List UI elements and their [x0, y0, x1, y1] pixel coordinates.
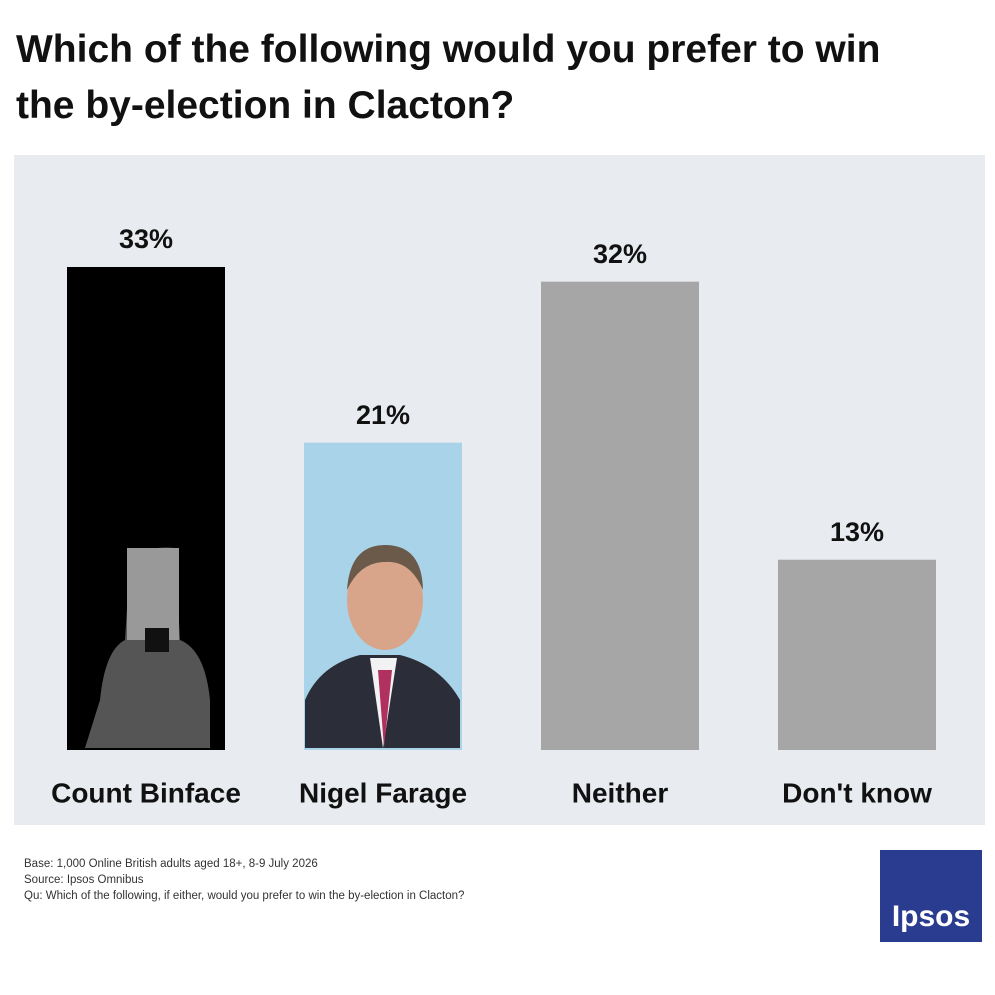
farage-figure — [305, 545, 460, 748]
value-label: 32% — [593, 239, 647, 269]
binface-bin — [127, 548, 179, 640]
value-label: 13% — [830, 517, 884, 547]
x-tick-label: Neither — [572, 777, 669, 808]
logo: Ipsos — [880, 850, 982, 942]
hair — [347, 545, 423, 590]
x-tick-label: Nigel Farage — [299, 777, 467, 808]
tie — [378, 670, 392, 748]
binface-figure — [85, 547, 210, 748]
value-label: 33% — [119, 224, 173, 254]
bar — [778, 559, 936, 750]
face — [347, 550, 423, 650]
footnote: Qu: Which of the following, if either, w… — [24, 890, 465, 902]
bar — [541, 281, 699, 750]
x-tick-label: Count Binface — [51, 777, 241, 808]
binface-visor — [145, 628, 169, 652]
value-label: 21% — [356, 400, 410, 430]
footnote: Source: Ipsos Omnibus — [24, 874, 144, 886]
chart-title: Which of the following would you prefer … — [16, 28, 881, 127]
x-tick-label: Don't know — [782, 777, 932, 808]
footnote: Base: 1,000 Online British adults aged 1… — [24, 858, 318, 870]
footnotes: Base: 1,000 Online British adults aged 1… — [24, 856, 464, 904]
